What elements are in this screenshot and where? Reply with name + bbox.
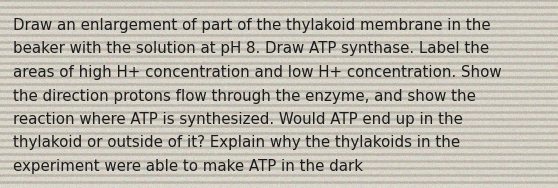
- Text: areas of high H+ concentration and low H+ concentration. Show: areas of high H+ concentration and low H…: [13, 65, 502, 80]
- Text: thylakoid or outside of it? Explain why the thylakoids in the: thylakoid or outside of it? Explain why …: [13, 136, 460, 151]
- Text: the direction protons flow through the enzyme, and show the: the direction protons flow through the e…: [13, 89, 476, 104]
- Text: reaction where ATP is synthesized. Would ATP end up in the: reaction where ATP is synthesized. Would…: [13, 112, 463, 127]
- Text: experiment were able to make ATP in the dark: experiment were able to make ATP in the …: [13, 159, 363, 174]
- Text: beaker with the solution at pH 8. Draw ATP synthase. Label the: beaker with the solution at pH 8. Draw A…: [13, 42, 489, 57]
- Text: Draw an enlargement of part of the thylakoid membrane in the: Draw an enlargement of part of the thyla…: [13, 18, 490, 33]
